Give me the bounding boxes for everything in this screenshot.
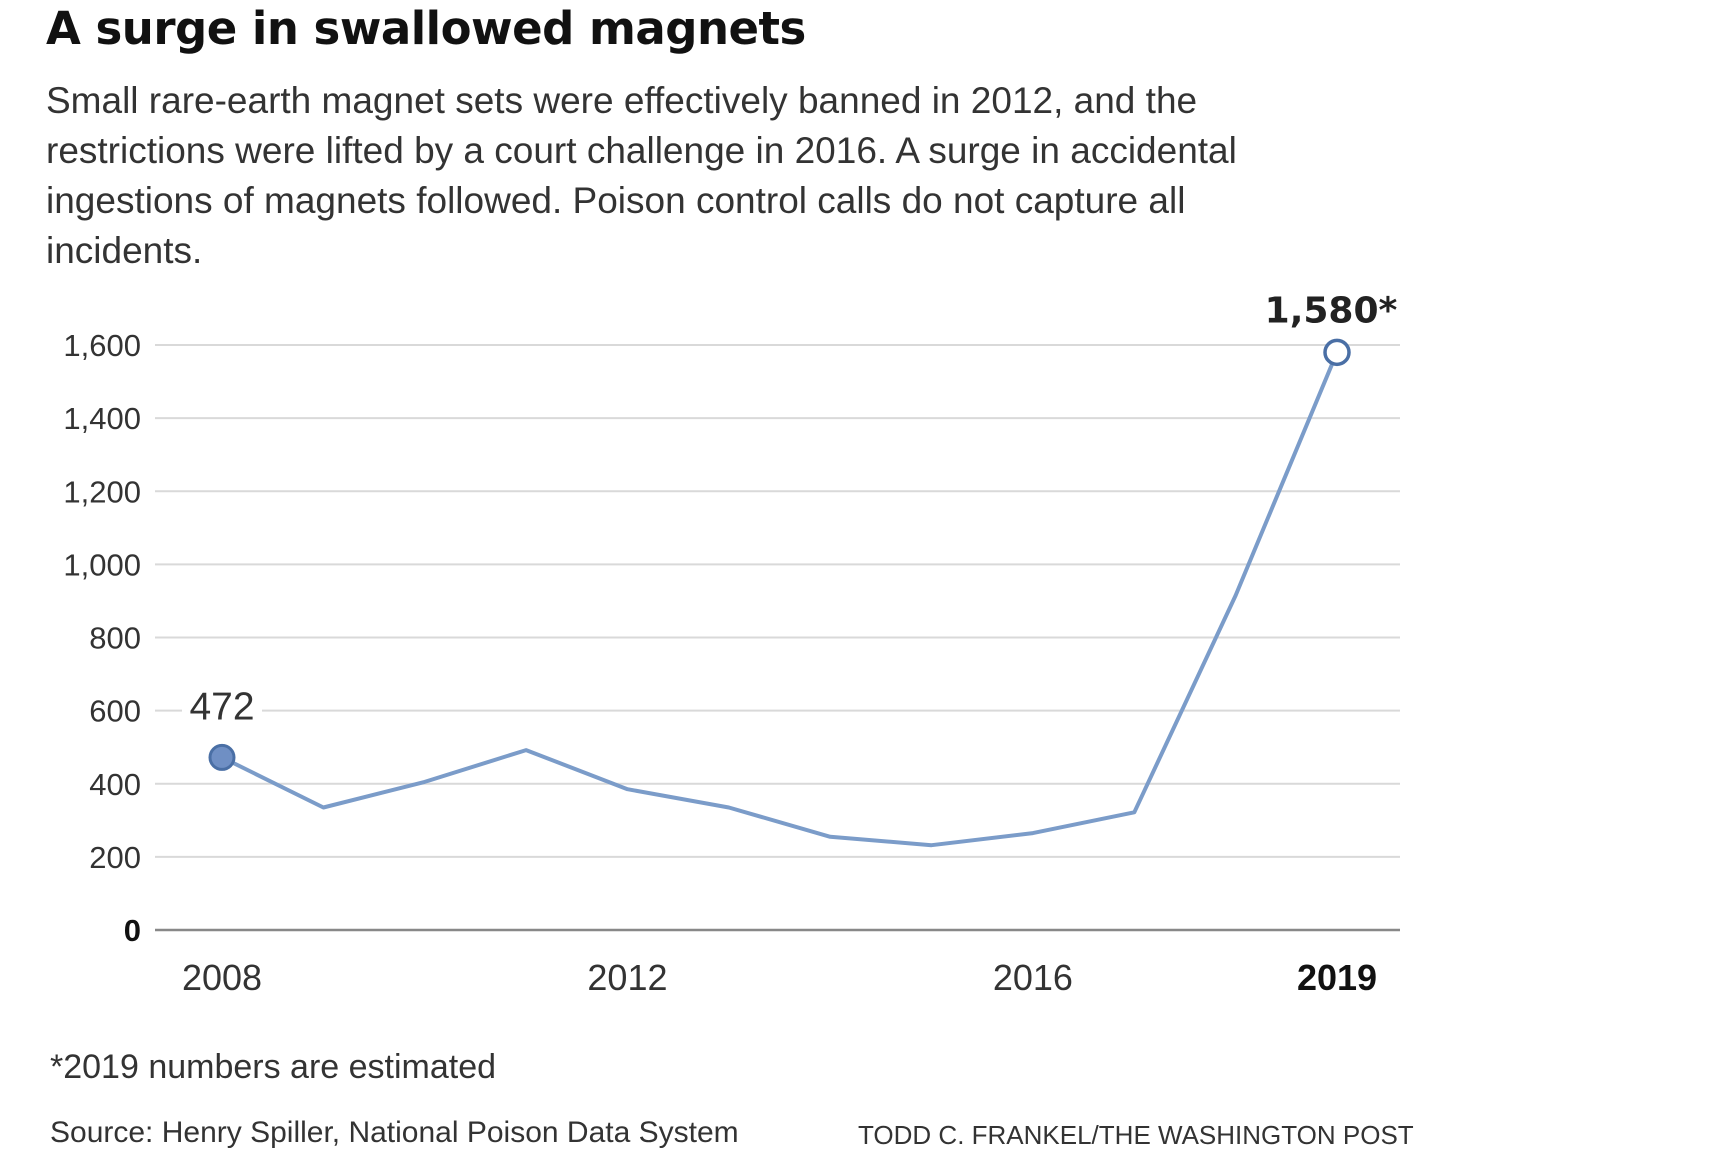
x-tick-label: 2008 <box>182 957 262 998</box>
chart-subtitle: Small rare-earth magnet sets were effect… <box>46 80 1237 271</box>
x-axis-tick-labels: 2008 2012 2016 2019 <box>182 957 1377 998</box>
y-axis-tick-labels: 0 200 400 600 800 1,000 1,200 1,400 1,600 <box>63 328 141 948</box>
y-tick-label: 200 <box>89 840 141 875</box>
chart-title: A surge in swallowed magnets <box>46 2 806 55</box>
x-tick-label: 2019 <box>1297 957 1377 998</box>
data-label: 1,580* <box>1265 290 1398 331</box>
y-tick-label: 600 <box>89 694 141 729</box>
gridlines <box>155 344 1400 932</box>
data-point-start <box>208 743 236 771</box>
y-tick-label: 1,400 <box>63 401 141 436</box>
y-tick-label: 1,200 <box>63 474 141 509</box>
y-tick-label: 800 <box>89 621 141 656</box>
annotation-background <box>182 685 262 730</box>
data-point-end <box>1323 338 1351 367</box>
x-tick-label: 2012 <box>587 957 667 998</box>
credit-line: TODD C. FRANKEL/THE WASHINGTON POST <box>858 1120 1414 1150</box>
source-note: Source: Henry Spiller, National Poison D… <box>50 1116 739 1149</box>
series-line <box>220 350 1339 848</box>
series <box>208 338 1351 848</box>
y-tick-label: 1,000 <box>63 547 141 582</box>
footnote: *2019 numbers are estimated <box>50 1048 497 1086</box>
y-tick-label: 400 <box>89 767 141 802</box>
y-tick-label: 0 <box>124 913 141 948</box>
data-label: 472 <box>189 685 254 728</box>
x-tick-label: 2016 <box>993 957 1073 998</box>
y-tick-label: 1,600 <box>63 328 141 363</box>
annotations: 472 1,580* <box>182 290 1398 730</box>
